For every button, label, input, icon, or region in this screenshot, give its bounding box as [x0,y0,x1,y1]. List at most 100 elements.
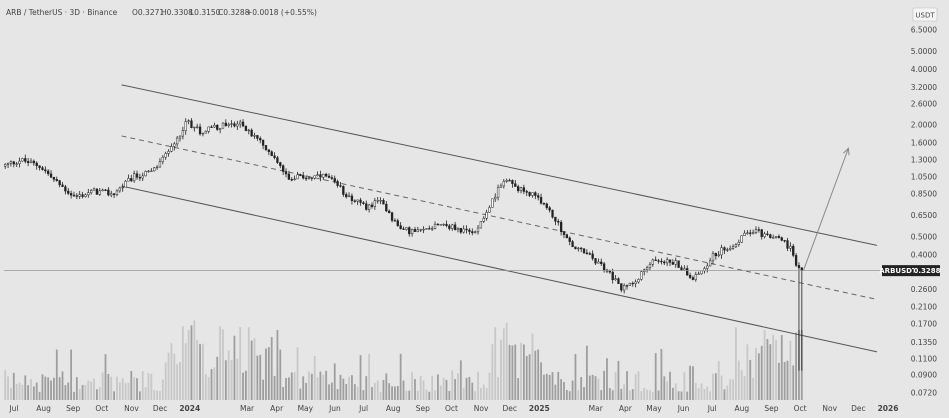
volume-bar [202,343,204,400]
volume-bar [712,373,714,400]
candle-up [101,189,104,192]
candle-down [396,220,399,226]
volume-bar [703,388,706,400]
candle-up [700,270,703,275]
volume-bar [279,349,282,400]
candle-down [339,185,342,187]
candle-down [677,260,680,268]
candle-down [471,231,474,234]
candle-up [307,177,311,179]
volume-bar [348,376,350,400]
volume-bar [637,371,640,400]
volume-bar [53,377,55,400]
volume-bar [537,349,540,400]
candle-down [224,122,227,126]
candle-down [24,158,27,162]
candle-down [276,157,279,163]
candle-up [236,123,239,127]
candle-down [350,195,354,201]
volume-bar [531,333,534,400]
volume-bar [230,360,233,400]
volume-bar [18,382,21,400]
volume-bar [207,377,210,400]
volume-bar [81,384,84,400]
candle-up [623,285,626,291]
volume-bar [15,383,18,400]
candle-down [453,224,457,230]
volume-bar [508,344,511,400]
x-tick-label: Jul [8,404,18,413]
volume-bar [87,380,90,400]
volume-bar [755,348,757,400]
volume-bar [697,388,700,400]
candle-up [637,279,640,283]
candle-down [565,234,569,239]
candle-down [760,229,763,237]
candle-down [786,240,789,249]
projection-arrow [803,147,850,271]
x-tick-label: Aug [735,404,750,413]
x-tick-label: Nov [474,404,489,413]
candle-up [439,224,442,226]
candle-down [625,285,629,287]
volume-bar [700,383,703,400]
candle-up [175,137,179,145]
currency-badge-box[interactable] [912,7,938,22]
volume-bar [385,373,388,400]
volume-bar [133,377,136,400]
volume-bar [196,340,199,400]
candle-up [293,178,296,180]
candle-down [468,229,471,232]
volume-bar [98,387,101,400]
volume-bar [425,389,428,400]
candle-down [49,173,53,178]
volume-bar [50,380,52,400]
candle-up [158,161,162,168]
volume-bar [236,358,239,400]
candle-down [58,180,61,186]
volume-bar [737,360,740,400]
volume-bar [75,377,78,400]
candle-up [296,174,299,180]
candle-down [657,260,660,262]
volume-bar [359,355,362,400]
volume-bar [204,374,207,400]
candle-up [347,195,351,198]
candle-down [327,175,331,178]
volume-bar [654,353,657,400]
candle-down [654,259,657,261]
candle-down [302,175,305,179]
candle-up [410,229,414,235]
y-tick-label: 0.1700 [911,319,937,328]
header-high: H0.3308 [161,8,193,17]
candle-up [84,194,87,197]
candle-up [474,231,477,234]
candle-up [740,235,743,243]
volume-bar [153,390,156,400]
volume-bar [723,389,726,400]
volume-bar [388,383,391,400]
volume-bar [465,377,468,400]
candle-down [783,240,786,242]
candle-down [282,165,285,172]
candle-down [112,193,116,196]
volume-bar [144,387,147,400]
y-tick-label: 0.4000 [911,250,937,259]
candle-down [680,267,683,271]
candle-up [726,249,729,251]
candle-down [688,274,692,278]
volume-bar [38,391,41,400]
candle-down [216,124,219,130]
volume-bar [792,365,795,400]
volume-bar [580,377,583,400]
volume-bar [353,384,356,400]
candle-down [336,181,339,186]
candle-down [574,246,577,250]
volume-bar [305,382,307,400]
volume-bar [179,362,181,400]
volume-bar [333,363,336,400]
volume-bar [141,371,144,400]
candle-up [746,232,749,234]
candle-down [769,234,772,238]
volume-bar [368,353,371,400]
